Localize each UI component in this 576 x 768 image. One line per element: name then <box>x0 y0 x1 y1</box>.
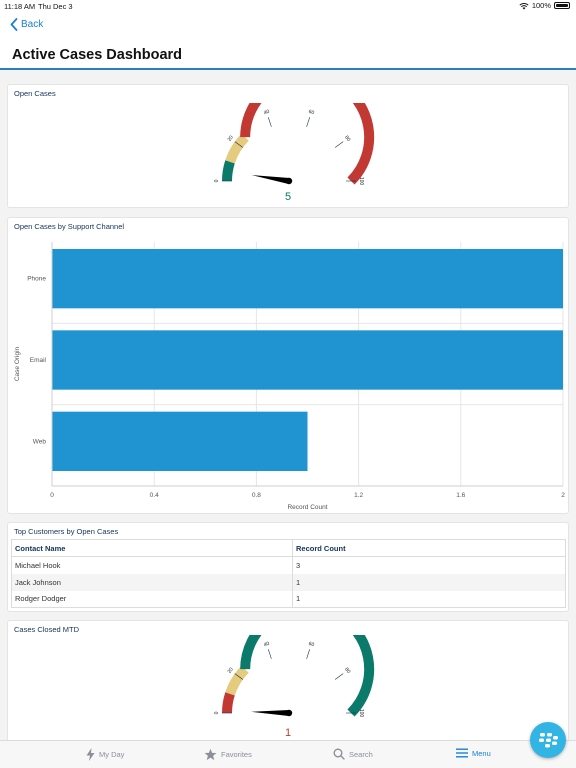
battery-icon <box>554 2 570 9</box>
category-label: Email <box>30 357 47 364</box>
x-tick-label: 1.6 <box>456 492 465 499</box>
x-tick-label: 1.2 <box>354 492 363 499</box>
gauge-needle-hub <box>285 709 293 717</box>
cases-closed-card[interactable]: Cases Closed MTD 0 20 40 60 80 100 1 <box>7 620 569 744</box>
gauge-tick-label: 100 <box>358 177 364 186</box>
status-time: 11:18 AM <box>4 2 36 11</box>
chevron-left-icon <box>10 18 18 31</box>
gauge-needle <box>251 710 290 716</box>
battery-percent: 100% <box>531 1 551 10</box>
x-tick-label: 0 <box>50 492 54 499</box>
open-cases-card[interactable]: Open Cases 0 20 40 60 80 100 5 <box>7 84 569 208</box>
gauge-band <box>225 665 249 696</box>
menu-icon <box>456 748 468 758</box>
customers-table: Contact Name Record Count Michael Hook 3… <box>11 539 566 608</box>
table-header-row: Contact Name Record Count <box>11 539 566 557</box>
cases-closed-gauge: 0 20 40 60 80 100 <box>214 635 375 718</box>
x-tick-label: 0.8 <box>252 492 261 499</box>
top-customers-card[interactable]: Top Customers by Open Cases Contact Name… <box>7 522 569 612</box>
x-axis-label: Record Count <box>287 504 327 511</box>
record-count-cell: 3 <box>292 556 566 574</box>
gauge-tick <box>334 141 344 148</box>
contact-link[interactable]: Jack Johnson <box>11 573 293 591</box>
tab-label: Menu <box>472 748 491 758</box>
contact-link[interactable]: Michael Hook <box>11 556 293 574</box>
gauge-tick-label: 0 <box>214 179 220 182</box>
blackberry-icon <box>539 733 558 748</box>
tab-bar: My Day Favorites Search Menu <box>0 740 576 768</box>
gauge-tick-label: 20 <box>227 134 235 142</box>
gauge-tick-label: 80 <box>343 135 351 143</box>
gauge-tick-label: 0 <box>214 711 220 714</box>
open-cases-gauge: 0 20 40 60 80 100 <box>214 103 375 186</box>
tab-menu[interactable]: Menu <box>456 748 491 758</box>
tab-my-day[interactable]: My Day <box>86 748 124 761</box>
gauge-tick <box>234 673 244 680</box>
card-title: Open Cases <box>14 89 56 98</box>
x-tick-label: 0.4 <box>150 492 159 499</box>
gauge-tick-label: 40 <box>263 641 270 648</box>
table-row: Rodger Dodger 1 <box>11 590 566 608</box>
gauge-band <box>240 635 375 717</box>
status-date: Thu Dec 3 <box>38 2 73 11</box>
gauge-band <box>222 692 235 714</box>
gauge-tick <box>268 649 272 659</box>
gauge-tick <box>268 117 272 127</box>
gauge-tick <box>234 141 244 148</box>
tab-search[interactable]: Search <box>333 748 373 760</box>
gauge-tick-label: 80 <box>343 667 351 675</box>
gauge-tick <box>306 117 310 127</box>
support-channel-card[interactable]: Open Cases by Support Channel 0 0.4 0.8 1.2… <box>7 217 569 514</box>
category-label: Web <box>33 438 47 445</box>
gauge-needle-hub <box>285 177 293 185</box>
back-button[interactable]: Back <box>10 18 43 31</box>
wifi-icon <box>519 2 529 9</box>
bar <box>52 249 563 309</box>
x-tick-label: 2 <box>561 492 565 499</box>
record-count-cell: 1 <box>292 573 566 591</box>
gauge-tick <box>334 673 344 680</box>
nav-bar: Back Active Cases Dashboard <box>0 12 576 70</box>
gauge-tick-label: 40 <box>263 109 270 116</box>
tab-label: Favorites <box>221 750 252 759</box>
status-right: 100% <box>519 1 570 10</box>
gauge-tick-label: 60 <box>308 109 315 116</box>
page-title: Active Cases Dashboard <box>12 47 183 63</box>
gauge-tick <box>306 649 310 659</box>
bar <box>52 411 308 471</box>
table-row: Jack Johnson 1 <box>11 573 566 591</box>
column-header-contact[interactable]: Contact Name <box>11 539 293 557</box>
search-icon <box>333 748 345 760</box>
y-axis-label: Case Origin <box>14 346 21 381</box>
bar <box>52 330 563 390</box>
support-channel-chart: 0 0.4 0.8 1.2 1.6 2 Phone Email Web Record Count C… <box>14 242 565 511</box>
gauge-tick-label: 20 <box>227 666 235 674</box>
status-bar: 11:18 AM Thu Dec 3 100% <box>0 0 576 12</box>
gauge-needle <box>251 175 290 184</box>
tab-favorites[interactable]: Favorites <box>204 748 252 761</box>
blackberry-button[interactable] <box>530 722 566 758</box>
gauge-tick-label: 60 <box>308 641 315 648</box>
gauge-band <box>225 133 249 164</box>
table-row: Michael Hook 3 <box>11 556 566 574</box>
gauge-band <box>240 103 375 185</box>
card-title: Open Cases by Support Channel <box>14 222 125 231</box>
card-title: Top Customers by Open Cases <box>14 527 119 536</box>
card-title: Cases Closed MTD <box>14 625 80 634</box>
record-count-cell: 1 <box>292 590 566 608</box>
column-header-count[interactable]: Record Count <box>292 539 566 557</box>
category-label: Phone <box>27 276 46 283</box>
gauge-tick-label: 100 <box>358 709 364 718</box>
tab-label: Search <box>349 749 373 759</box>
gauge-value: 1 <box>284 727 292 739</box>
contact-link[interactable]: Rodger Dodger <box>11 590 293 608</box>
star-icon <box>204 748 217 761</box>
back-label: Back <box>21 19 44 30</box>
gauge-value: 5 <box>284 191 292 203</box>
tab-label: My Day <box>99 750 125 759</box>
gauge-band <box>222 160 235 182</box>
lightning-icon <box>86 748 95 761</box>
